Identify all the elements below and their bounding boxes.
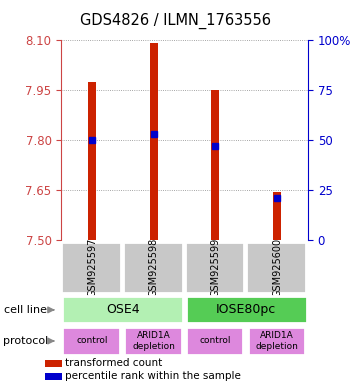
Bar (45, 359, 62, 367)
Text: cell line: cell line (4, 305, 47, 315)
Text: IOSE80pc: IOSE80pc (216, 303, 276, 316)
FancyBboxPatch shape (123, 242, 183, 293)
Text: control: control (76, 336, 108, 346)
FancyBboxPatch shape (186, 296, 307, 323)
Text: GSM925598: GSM925598 (149, 238, 159, 297)
Text: GSM925599: GSM925599 (210, 238, 220, 297)
Bar (45, 372, 62, 379)
FancyBboxPatch shape (185, 242, 244, 293)
Bar (211, 90, 219, 240)
Text: GSM925600: GSM925600 (272, 238, 282, 297)
Text: GSM925597: GSM925597 (87, 238, 97, 297)
Text: ARID1A
depletion: ARID1A depletion (256, 331, 299, 351)
FancyBboxPatch shape (246, 242, 306, 293)
Text: transformed count: transformed count (64, 358, 162, 368)
Text: percentile rank within the sample: percentile rank within the sample (64, 371, 240, 381)
FancyBboxPatch shape (247, 327, 305, 355)
FancyBboxPatch shape (186, 327, 243, 355)
Text: protocol: protocol (4, 336, 49, 346)
Text: GDS4826 / ILMN_1763556: GDS4826 / ILMN_1763556 (79, 13, 271, 29)
Bar (150, 43, 158, 240)
Text: OSE4: OSE4 (106, 303, 140, 316)
Bar (88, 82, 96, 240)
Bar (273, 192, 281, 240)
FancyBboxPatch shape (61, 242, 121, 293)
FancyBboxPatch shape (63, 327, 120, 355)
Text: control: control (200, 336, 231, 346)
FancyBboxPatch shape (63, 296, 183, 323)
Text: ARID1A
depletion: ARID1A depletion (132, 331, 175, 351)
FancyBboxPatch shape (124, 327, 182, 355)
